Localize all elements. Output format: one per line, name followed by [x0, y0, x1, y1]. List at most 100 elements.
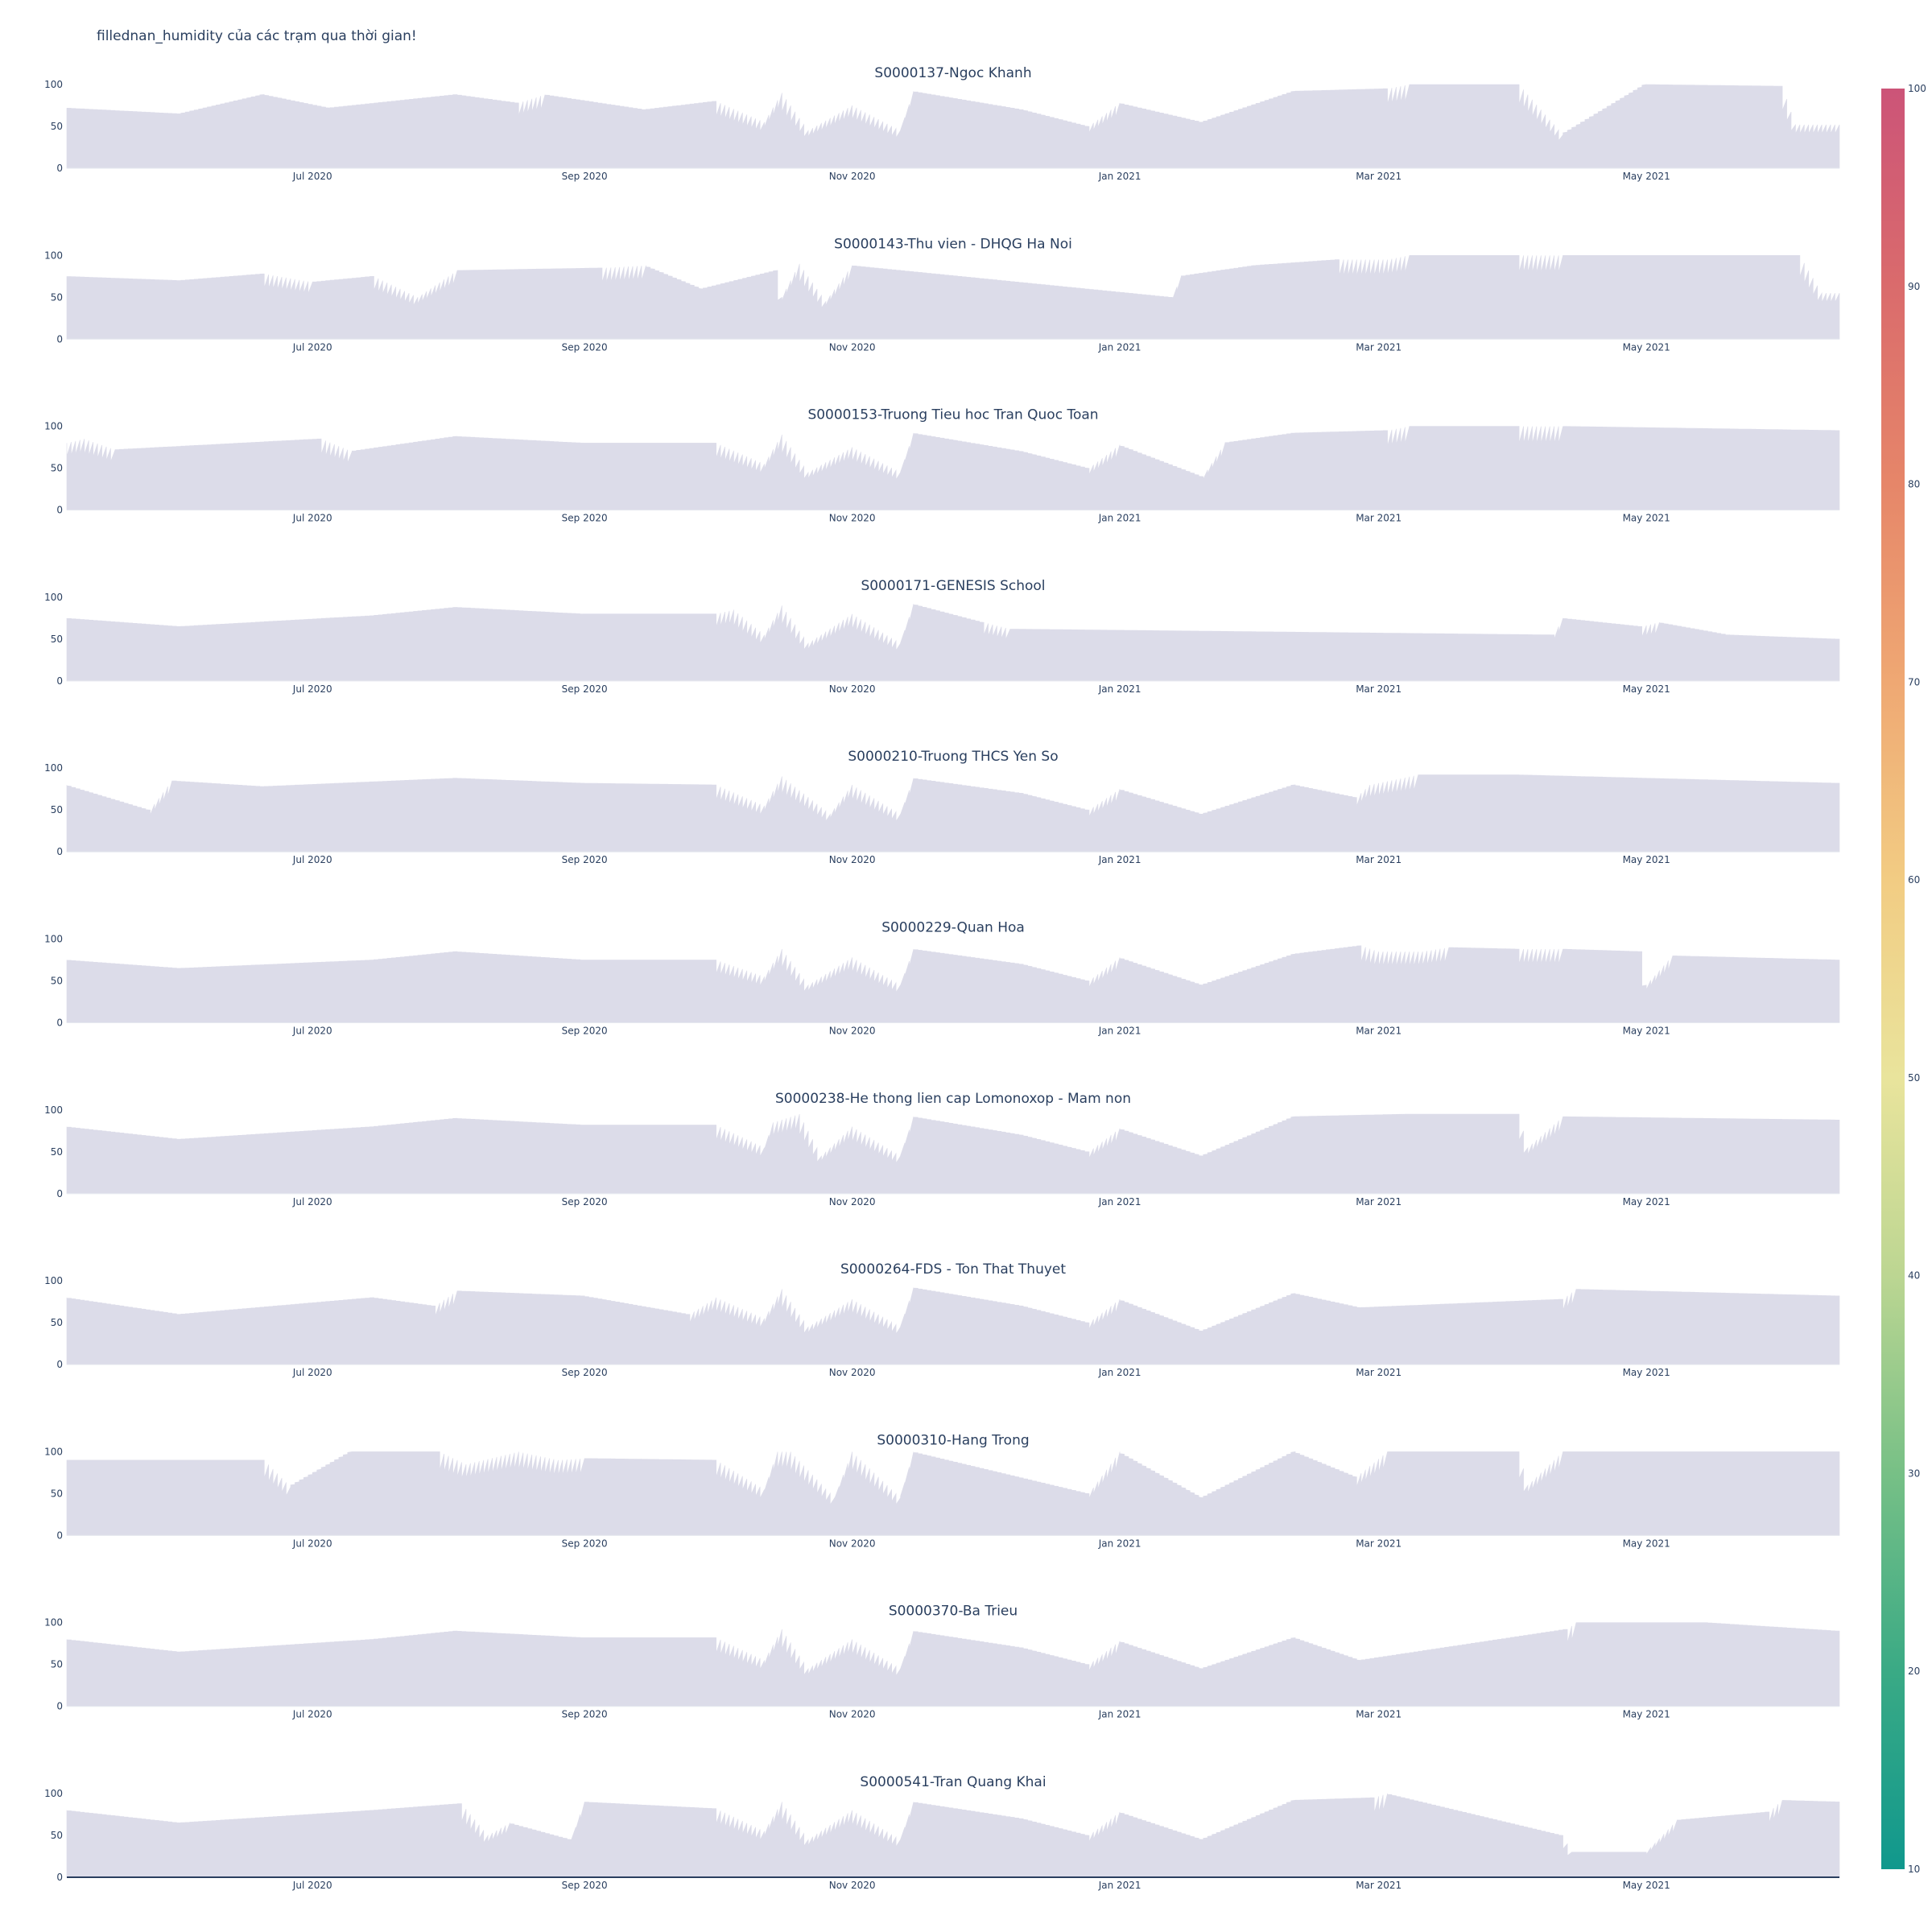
station-panel: S0000171-GENESIS School 0 50 100 Jul 2020 Sep…	[44, 578, 1840, 695]
x-tick-label: Nov 2020	[829, 171, 876, 182]
x-tick-label: Nov 2020	[829, 854, 876, 865]
humidity-area	[66, 1622, 1840, 1707]
y-tick-label: 0	[56, 846, 63, 857]
x-tick-label: Jul 2020	[292, 1026, 332, 1037]
humidity-area	[66, 945, 1840, 1023]
x-tick-label: Jan 2021	[1098, 513, 1141, 524]
y-tick-label: 100	[44, 250, 63, 261]
station-panel: S0000541-Tran Quang Khai 0 50 100 Jul 2020 Se…	[44, 1774, 1840, 1891]
x-tick-label: Jul 2020	[292, 171, 332, 182]
x-tick-label: May 2021	[1623, 683, 1670, 695]
y-tick-label: 100	[44, 1446, 63, 1457]
station-title: S0000238-He thong lien cap Lomonoxop - M…	[775, 1091, 1131, 1107]
x-tick-label: May 2021	[1623, 513, 1670, 524]
x-tick-label: Mar 2021	[1356, 1026, 1402, 1037]
colorbar-tick-label: 40	[1908, 1270, 1920, 1282]
y-tick-label: 50	[51, 1830, 63, 1841]
x-tick-label: Sep 2020	[562, 1196, 608, 1208]
humidity-area	[66, 1793, 1840, 1878]
y-tick-label: 100	[44, 934, 63, 945]
y-tick-label: 0	[56, 1188, 63, 1199]
colorbar-tick-label: 30	[1908, 1468, 1920, 1479]
x-tick-label: Nov 2020	[829, 683, 876, 695]
x-tick-label: Mar 2021	[1356, 683, 1402, 695]
y-tick-label: 50	[51, 634, 63, 645]
humidity-area	[66, 774, 1840, 852]
colorbar-tick-label: 60	[1908, 874, 1920, 886]
x-tick-label: Jul 2020	[292, 1709, 332, 1720]
x-tick-label: Nov 2020	[829, 1709, 876, 1720]
y-tick-label: 100	[44, 762, 63, 774]
colorbar: 100 90 80 70 60 50 40 30 20 10	[1881, 83, 1926, 1875]
colorbar-tick-label: 100	[1908, 83, 1926, 94]
x-tick-label: Mar 2021	[1356, 1367, 1402, 1378]
y-tick-label: 100	[44, 421, 63, 432]
humidity-area	[66, 255, 1840, 340]
y-tick-label: 50	[51, 976, 63, 987]
x-tick-label: Nov 2020	[829, 513, 876, 524]
y-tick-label: 100	[44, 592, 63, 603]
chart-title: fillednan_humidity của các trạm qua thời…	[97, 28, 417, 44]
x-tick-label: Jan 2021	[1098, 1196, 1141, 1208]
x-tick-label: Jul 2020	[292, 1538, 332, 1549]
humidity-area	[66, 426, 1840, 510]
x-tick-label: Sep 2020	[562, 1709, 608, 1720]
y-tick-label: 0	[56, 333, 63, 345]
station-title: S0000171-GENESIS School	[861, 578, 1045, 594]
y-tick-label: 0	[56, 675, 63, 687]
y-tick-label: 50	[51, 1146, 63, 1158]
x-tick-label: Mar 2021	[1356, 854, 1402, 865]
colorbar-gradient	[1881, 89, 1905, 1869]
colorbar-tick-label: 90	[1908, 281, 1920, 292]
station-title: S0000229-Quan Hoa	[881, 920, 1025, 936]
x-tick-label: Mar 2021	[1356, 341, 1402, 353]
y-tick-label: 0	[56, 1530, 63, 1541]
y-tick-label: 0	[56, 505, 63, 516]
y-tick-label: 50	[51, 121, 63, 132]
humidity-area	[66, 1113, 1840, 1195]
x-tick-label: Sep 2020	[562, 1367, 608, 1378]
y-tick-label: 50	[51, 291, 63, 303]
x-tick-label: May 2021	[1623, 171, 1670, 182]
x-tick-label: May 2021	[1623, 854, 1670, 865]
y-tick-label: 0	[56, 1018, 63, 1029]
x-tick-label: Jul 2020	[292, 513, 332, 524]
x-tick-label: Nov 2020	[829, 1538, 876, 1549]
y-tick-label: 100	[44, 79, 63, 90]
humidity-area	[66, 1451, 1840, 1536]
y-tick-label: 0	[56, 1359, 63, 1370]
station-title: S0000310-Hang Trong	[877, 1432, 1029, 1448]
y-tick-label: 50	[51, 1488, 63, 1499]
x-tick-label: Sep 2020	[562, 1026, 608, 1037]
x-tick-label: Mar 2021	[1356, 171, 1402, 182]
x-tick-label: Jan 2021	[1098, 1880, 1141, 1891]
x-tick-label: Jul 2020	[292, 683, 332, 695]
humidity-area	[66, 1287, 1840, 1365]
x-tick-label: May 2021	[1623, 341, 1670, 353]
humidity-area	[66, 84, 1840, 169]
x-tick-label: May 2021	[1623, 1026, 1670, 1037]
y-tick-label: 50	[51, 804, 63, 815]
x-tick-label: Jan 2021	[1098, 341, 1141, 353]
x-tick-label: May 2021	[1623, 1196, 1670, 1208]
x-tick-label: Nov 2020	[829, 1367, 876, 1378]
x-tick-label: May 2021	[1623, 1367, 1670, 1378]
station-title: S0000137-Ngoc Khanh	[874, 65, 1031, 81]
station-panel: S0000310-Hang Trong 0 50 100 Jul 2020 Sep 202…	[44, 1432, 1840, 1549]
station-panel: S0000229-Quan Hoa 0 50 100 Jul 2020 Sep 2020 N…	[44, 920, 1840, 1037]
x-tick-label: Jan 2021	[1098, 683, 1141, 695]
y-tick-label: 100	[44, 1617, 63, 1629]
station-title: S0000264-FDS - Ton That Thuyet	[840, 1261, 1066, 1278]
x-tick-label: Mar 2021	[1356, 513, 1402, 524]
y-tick-label: 50	[51, 1659, 63, 1670]
y-tick-label: 50	[51, 463, 63, 474]
x-tick-label: Nov 2020	[829, 1026, 876, 1037]
x-tick-label: Sep 2020	[562, 1538, 608, 1549]
x-tick-label: Sep 2020	[562, 341, 608, 353]
station-panel: S0000238-He thong lien cap Lomonoxop - M…	[44, 1091, 1840, 1208]
colorbar-tick-label: 20	[1908, 1666, 1920, 1677]
x-tick-label: Jul 2020	[292, 1880, 332, 1891]
y-tick-label: 100	[44, 1104, 63, 1116]
x-tick-label: Jul 2020	[292, 1367, 332, 1378]
y-tick-label: 50	[51, 1317, 63, 1328]
